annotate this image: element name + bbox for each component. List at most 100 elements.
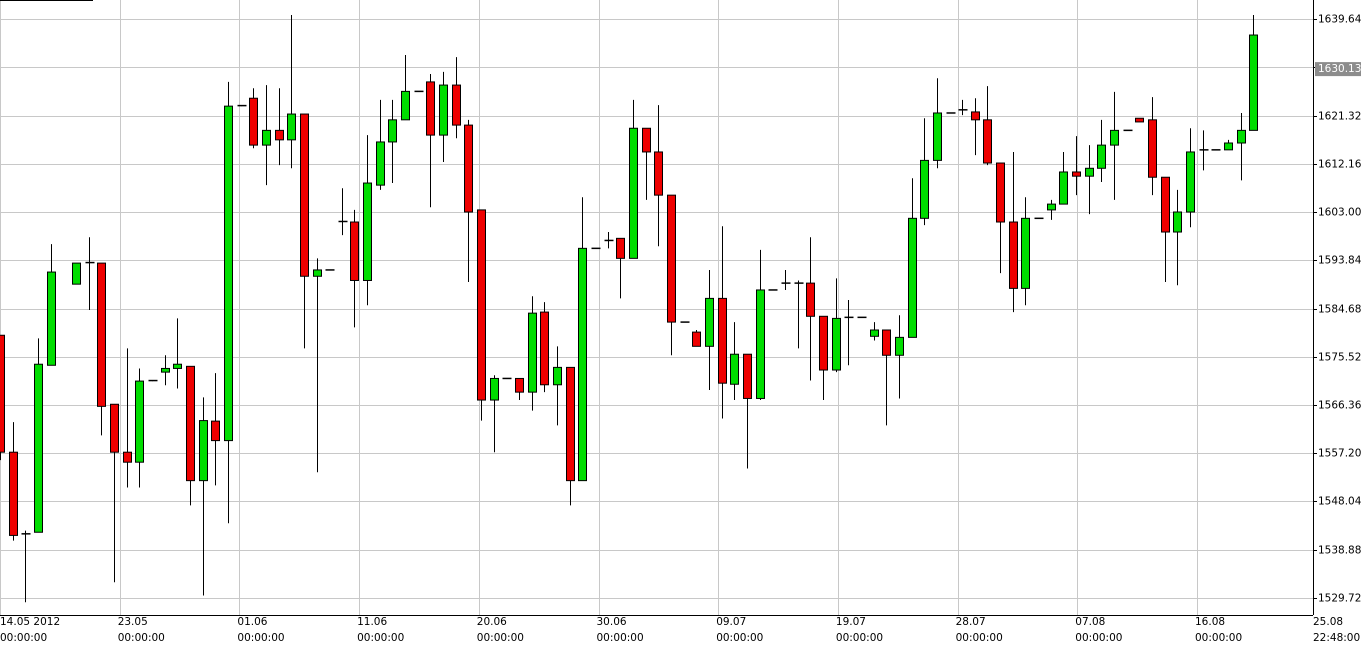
x-tick-date: 09.07 (716, 616, 746, 628)
axes: 1529.72 1538.88 1548.04 1557.20 1566.36 1575.… (0, 14, 1361, 644)
candle-body (1110, 129, 1119, 146)
candle-body (667, 194, 676, 323)
x-tick-date: 28.07 (956, 616, 986, 628)
candle-body (388, 119, 397, 143)
x-tick-date: 16.08 (1195, 616, 1225, 628)
candle-body (376, 141, 385, 186)
candle-body (224, 105, 233, 442)
candle-body (730, 353, 739, 385)
x-tick-time: 00:00:00 (1195, 632, 1242, 644)
candle-body (262, 129, 271, 146)
candle-body (110, 403, 119, 453)
candle-body (161, 367, 170, 373)
candle-body (806, 282, 815, 317)
candle-body (1249, 34, 1258, 131)
candle-body (426, 81, 435, 136)
candle-body (1148, 119, 1157, 178)
x-tick-date: 25.08 (1313, 616, 1343, 628)
candle-body (933, 112, 942, 161)
x-tick-time: 00:00:00 (357, 632, 404, 644)
current-price-label: 1630.13 (1318, 63, 1361, 75)
candle-body (97, 262, 106, 407)
candle-body (1047, 203, 1056, 211)
candle-body (0, 334, 5, 453)
candle-body (908, 217, 917, 338)
candles (0, 15, 1258, 603)
y-tick-label: 1603.00 (1318, 207, 1361, 219)
x-tick-date: 11.06 (357, 616, 387, 628)
candle-body (971, 111, 980, 121)
candle-body (186, 365, 195, 482)
candle-body (173, 363, 182, 369)
candle-body (47, 271, 56, 366)
candle-body (1009, 221, 1018, 289)
x-tick-date: 19.07 (836, 616, 866, 628)
x-tick-time: 00:00:00 (1075, 632, 1122, 644)
candle-body (629, 127, 638, 259)
candle-body (705, 297, 714, 347)
candle-body (692, 331, 701, 347)
y-tick-label: 1639.64 (1318, 14, 1361, 26)
y-tick-label: 1548.04 (1318, 496, 1361, 508)
candle-body (718, 297, 727, 384)
y-tick-label: 1529.72 (1318, 593, 1361, 605)
candle-body (1097, 144, 1106, 169)
y-tick-label: 1557.20 (1318, 448, 1361, 460)
candle-body (996, 162, 1005, 223)
candle-body (553, 366, 562, 386)
y-tick-label: 1593.84 (1318, 255, 1361, 267)
candle-body (211, 420, 220, 442)
candle-body (363, 182, 372, 281)
candle-body (1072, 171, 1081, 177)
candle-body (642, 127, 651, 153)
x-tick-time: 00:00:00 (836, 632, 883, 644)
candle-body (490, 377, 499, 401)
candle-body (1135, 117, 1144, 123)
candle-body (401, 90, 410, 121)
x-tick-time: 00:00:00 (956, 632, 1003, 644)
candle-body (895, 336, 904, 356)
candle-body (1186, 151, 1195, 213)
candle-body (819, 315, 828, 371)
x-tick-time: 00:00:00 (477, 632, 524, 644)
candle-body (477, 209, 486, 401)
candle-body (654, 151, 663, 196)
candle-body (540, 311, 549, 386)
candle-body (1021, 217, 1030, 289)
y-tick-label: 1584.68 (1318, 304, 1361, 316)
x-tick-date: 01.06 (237, 616, 267, 628)
candle-body (350, 221, 359, 281)
y-tick-label: 1566.36 (1318, 400, 1361, 412)
candle-body (528, 312, 537, 393)
candle-body (743, 353, 752, 399)
x-tick-time: 22:48:00 (1313, 632, 1360, 644)
candle-body (287, 113, 296, 141)
candle-body (616, 237, 625, 259)
candle-body (123, 451, 132, 463)
x-tick-date: 20.06 (477, 616, 507, 628)
candle-body (1059, 171, 1068, 205)
x-tick-date: 30.06 (597, 616, 627, 628)
candle-body (566, 366, 575, 482)
x-tick-time: 00:00:00 (597, 632, 644, 644)
x-tick-date: 23.05 (118, 616, 148, 628)
candle-body (9, 451, 18, 536)
candle-body (983, 119, 992, 164)
x-tick-date: 07.08 (1075, 616, 1105, 628)
candle-body (1224, 142, 1233, 151)
candle-body (1161, 176, 1170, 233)
x-tick-time: 00:00:00 (237, 632, 284, 644)
current-price-tag (1315, 62, 1361, 77)
candle-body (313, 269, 322, 277)
candle-body (452, 84, 461, 126)
candle-body (249, 97, 258, 146)
x-tick-time: 00:00:00 (716, 632, 763, 644)
candle-body (72, 262, 81, 285)
candle-body (1173, 211, 1182, 233)
candle-body (275, 129, 284, 141)
y-tick-label: 1612.16 (1318, 159, 1361, 171)
candle-body (870, 329, 879, 337)
